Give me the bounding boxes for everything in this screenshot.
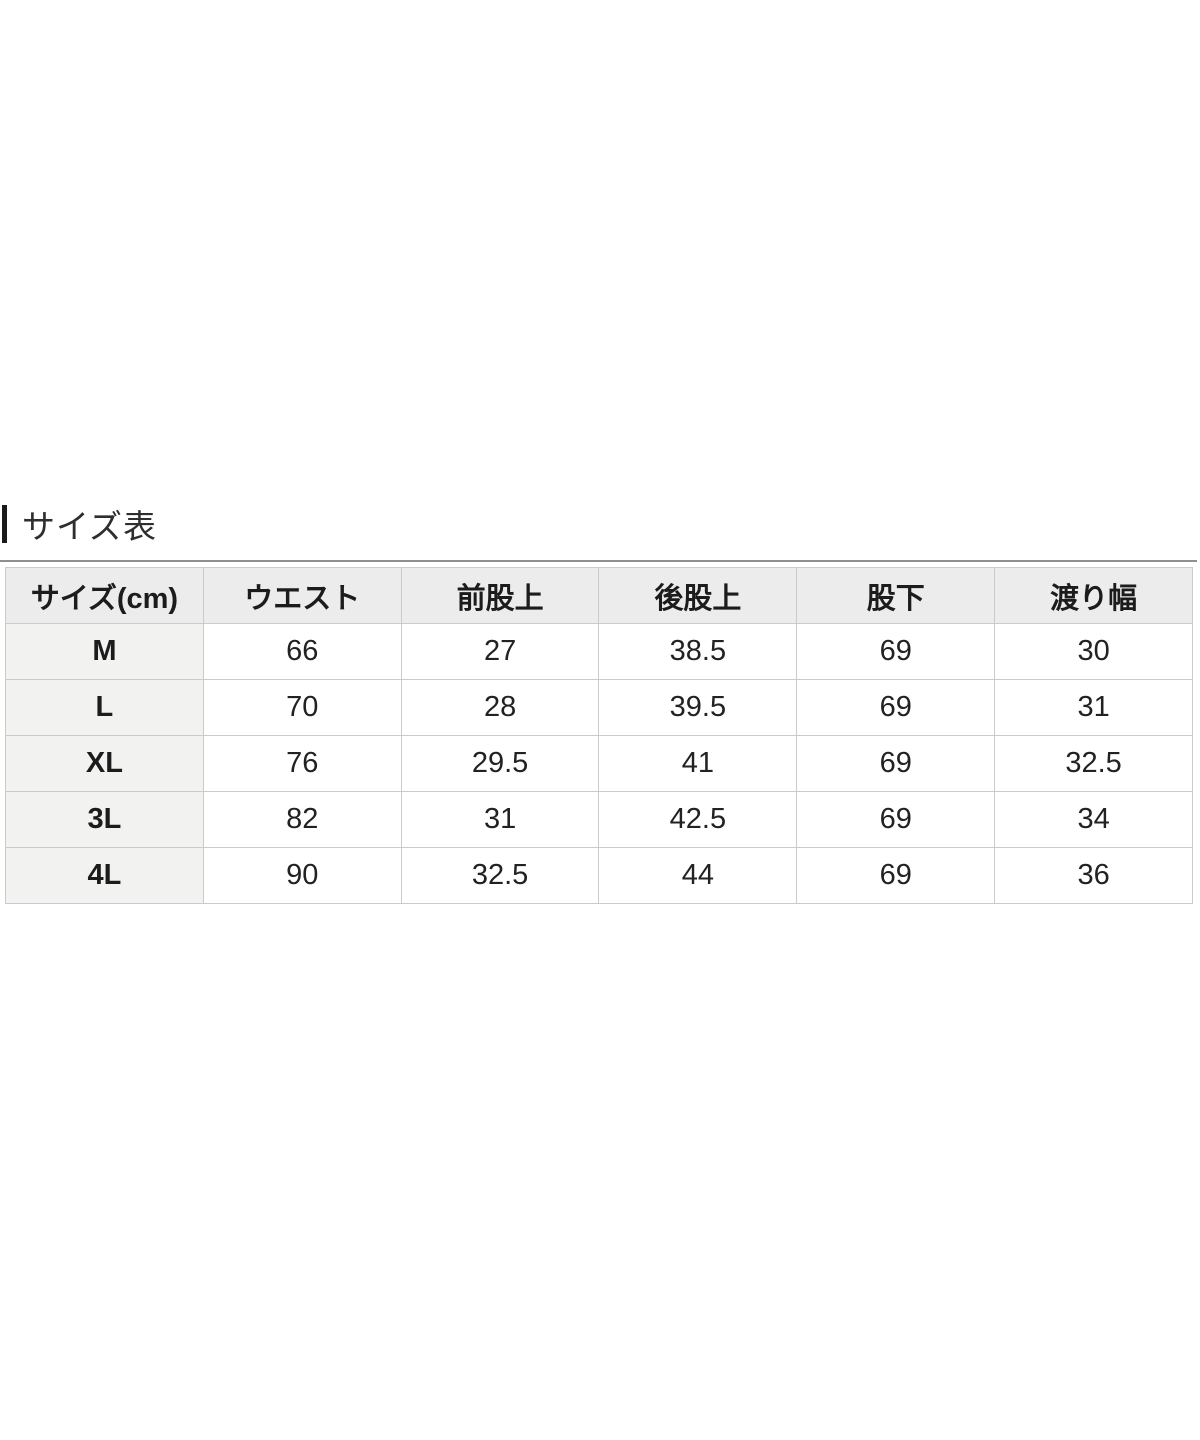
table-row: XL 76 29.5 41 69 32.5: [5, 735, 1193, 792]
value-cell: 69: [796, 679, 996, 736]
section-title: サイズ表: [2, 502, 1200, 546]
value-cell: 27: [400, 623, 600, 680]
table-row: M 66 27 38.5 69 30: [5, 623, 1193, 680]
value-cell: 69: [796, 847, 996, 904]
section-divider: [0, 560, 1197, 562]
value-cell: 38.5: [598, 623, 798, 680]
size-table: サイズ(cm) ウエスト 前股上 後股上 股下 渡り幅 M 66 27 38.5 69 30 L 70 2…: [5, 567, 1193, 904]
value-cell: 70: [202, 679, 402, 736]
column-header: サイズ(cm): [5, 567, 204, 624]
size-label-cell: 3L: [5, 791, 204, 848]
header-row: サイズ(cm) ウエスト 前股上 後股上 股下 渡り幅: [5, 567, 1193, 624]
value-cell: 32.5: [994, 735, 1193, 792]
column-header: 前股上: [400, 567, 600, 624]
size-label-cell: L: [5, 679, 204, 736]
value-cell: 66: [202, 623, 402, 680]
value-cell: 69: [796, 735, 996, 792]
value-cell: 36: [994, 847, 1193, 904]
value-cell: 32.5: [400, 847, 600, 904]
value-cell: 30: [994, 623, 1193, 680]
size-label-cell: XL: [5, 735, 204, 792]
size-table-header: サイズ(cm) ウエスト 前股上 後股上 股下 渡り幅: [5, 567, 1193, 624]
section-title-label: サイズ表: [22, 508, 158, 545]
value-cell: 69: [796, 623, 996, 680]
value-cell: 76: [202, 735, 402, 792]
value-cell: 28: [400, 679, 600, 736]
title-accent-bar: [2, 505, 7, 543]
size-chart-section: サイズ表 サイズ(cm) ウエスト 前股上 後股上 股下 渡り幅 M 66 27 38.5 69 3…: [0, 502, 1200, 904]
column-header: ウエスト: [202, 567, 402, 624]
value-cell: 31: [994, 679, 1193, 736]
column-header: 後股上: [598, 567, 798, 624]
size-label-cell: M: [5, 623, 204, 680]
value-cell: 31: [400, 791, 600, 848]
value-cell: 34: [994, 791, 1193, 848]
value-cell: 90: [202, 847, 402, 904]
value-cell: 82: [202, 791, 402, 848]
value-cell: 44: [598, 847, 798, 904]
column-header: 股下: [796, 567, 996, 624]
value-cell: 39.5: [598, 679, 798, 736]
table-row: L 70 28 39.5 69 31: [5, 679, 1193, 736]
table-row: 3L 82 31 42.5 69 34: [5, 791, 1193, 848]
value-cell: 69: [796, 791, 996, 848]
column-header: 渡り幅: [994, 567, 1193, 624]
value-cell: 41: [598, 735, 798, 792]
value-cell: 42.5: [598, 791, 798, 848]
table-row: 4L 90 32.5 44 69 36: [5, 847, 1193, 904]
size-table-body: M 66 27 38.5 69 30 L 70 28 39.5 69 31 XL 76 29.5 41 69 32…: [5, 623, 1193, 904]
value-cell: 29.5: [400, 735, 600, 792]
size-label-cell: 4L: [5, 847, 204, 904]
